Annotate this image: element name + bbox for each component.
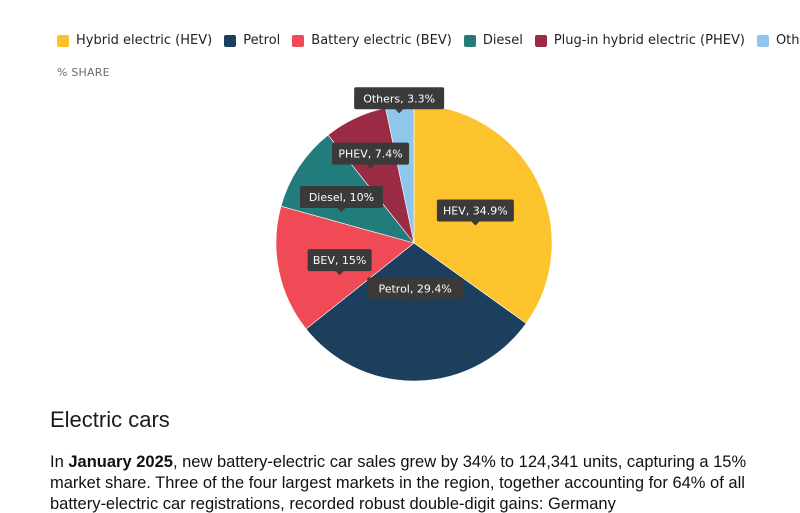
data-label-box-bev bbox=[307, 249, 372, 272]
data-label-text-petrol: Petrol, 29.4% bbox=[378, 283, 451, 296]
data-label-text-bev: BEV, 15% bbox=[313, 254, 366, 267]
legend-item-petrol[interactable]: Petrol bbox=[224, 33, 280, 48]
y-axis-label: % SHARE bbox=[57, 66, 110, 79]
data-label-pointer-petrol bbox=[411, 299, 420, 304]
data-label-text-hev: HEV, 34.9% bbox=[443, 204, 508, 217]
article-paragraph: In January 2025, new battery-electric ca… bbox=[50, 452, 770, 513]
legend-label-diesel: Diesel bbox=[482, 33, 523, 48]
data-label-petrol: Petrol, 29.4% bbox=[367, 277, 464, 304]
legend-item-bev[interactable]: Battery electric (BEV) bbox=[292, 33, 452, 48]
legend-label-others: Others bbox=[775, 33, 800, 48]
data-label-bev: BEV, 15% bbox=[307, 249, 372, 276]
chart-legend: Hybrid electric (HEV) Petrol Battery elect… bbox=[57, 33, 800, 48]
data-label-box-hev bbox=[436, 199, 514, 222]
data-label-hev: HEV, 34.9% bbox=[436, 199, 514, 226]
intro-prefix: In bbox=[50, 453, 69, 471]
data-label-pointer-others bbox=[395, 109, 404, 114]
section-title: Electric cars bbox=[50, 407, 170, 432]
data-label-pointer-bev bbox=[335, 271, 344, 276]
data-label-text-others: Others, 3.3% bbox=[363, 92, 435, 105]
legend-swatch-phev bbox=[534, 34, 547, 47]
data-label-others: Others, 3.3% bbox=[354, 87, 445, 114]
intro-date: January 2025 bbox=[68, 453, 173, 471]
legend-label-phev: Plug-in hybrid electric (PHEV) bbox=[553, 33, 745, 48]
data-label-box-petrol bbox=[367, 277, 464, 300]
legend-item-diesel[interactable]: Diesel bbox=[463, 33, 523, 48]
data-label-phev: PHEV, 7.4% bbox=[332, 142, 410, 169]
data-label-pointer-diesel bbox=[337, 208, 346, 213]
legend-swatch-bev bbox=[292, 34, 305, 47]
legend-swatch-others bbox=[756, 34, 769, 47]
pie-slice-petrol[interactable] bbox=[305, 242, 527, 382]
legend-item-others[interactable]: Others bbox=[756, 33, 800, 48]
legend-label-hev: Hybrid electric (HEV) bbox=[76, 33, 213, 48]
data-label-box-phev bbox=[332, 142, 410, 165]
data-label-pointer-hev bbox=[471, 221, 480, 226]
legend-swatch-diesel bbox=[463, 34, 476, 47]
pie-chart: HEV, 34.9% Petrol, 29.4% BEV, 15% Diesel, 1… bbox=[275, 87, 553, 382]
data-label-diesel: Diesel, 10% bbox=[299, 186, 383, 213]
data-label-pointer-phev bbox=[366, 164, 375, 169]
legend-item-phev[interactable]: Plug-in hybrid electric (PHEV) bbox=[534, 33, 745, 48]
data-label-box-others bbox=[354, 87, 445, 110]
data-label-box-diesel bbox=[299, 186, 383, 209]
data-label-text-diesel: Diesel, 10% bbox=[309, 191, 374, 204]
legend-label-bev: Battery electric (BEV) bbox=[311, 33, 452, 48]
data-label-text-phev: PHEV, 7.4% bbox=[338, 148, 402, 161]
legend-swatch-petrol bbox=[224, 34, 237, 47]
intro-text: , new battery-electric car sales grew by… bbox=[50, 453, 747, 513]
legend-item-hev[interactable]: Hybrid electric (HEV) bbox=[57, 33, 212, 48]
legend-swatch-hev bbox=[57, 34, 69, 47]
legend-label-petrol: Petrol bbox=[243, 33, 281, 48]
